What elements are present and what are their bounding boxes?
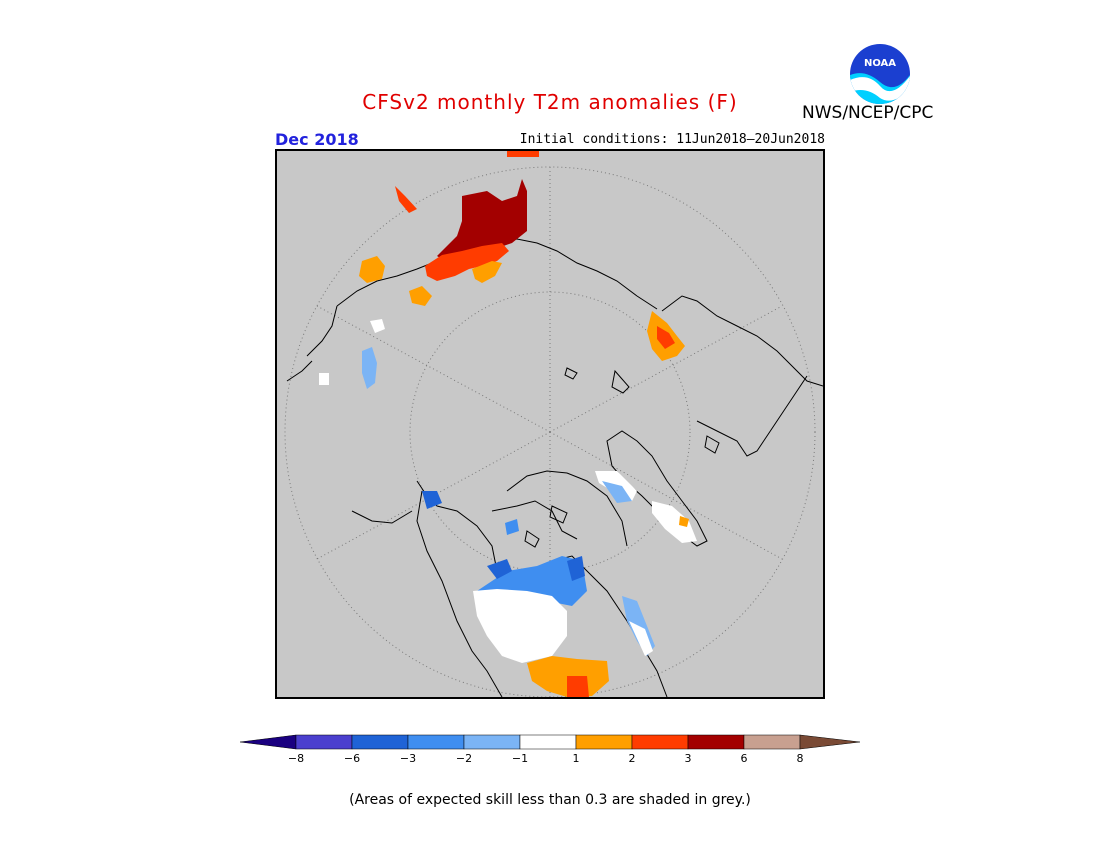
colorbar-bin-3	[407, 734, 465, 750]
colorbar-tick-label: 8	[796, 752, 804, 765]
colorbar-bin-4	[463, 734, 521, 750]
coastlines	[286, 238, 823, 697]
colorbar-tick-label: −6	[343, 752, 361, 765]
colorbar-bin-7	[631, 734, 689, 750]
colorbar-bin-6	[575, 734, 633, 750]
colorbar-tick-label: 2	[628, 752, 636, 765]
organization-label: NWS/NCEP/CPC	[802, 103, 934, 123]
colorbar-bin-2	[351, 734, 409, 750]
forecast-month: Dec 2018	[275, 130, 359, 149]
anomaly-canada	[422, 491, 587, 663]
map-title: CFSv2 monthly T2m anomalies (F)	[362, 90, 738, 114]
anomaly-greenland	[595, 471, 697, 656]
colorbar-tick-label: 1	[572, 752, 580, 765]
anomaly-siberia-warm	[359, 151, 539, 306]
colorbar-tick-label: −1	[511, 752, 529, 765]
colorbar	[239, 734, 861, 750]
footnote: (Areas of expected skill less than 0.3 a…	[349, 792, 751, 808]
colorbar-bin-1	[295, 734, 353, 750]
noaa-logo: NOAA	[850, 44, 910, 104]
logo-text: NOAA	[864, 58, 896, 69]
anomaly-usa-warm	[527, 656, 609, 697]
colorbar-tick-label: −2	[455, 752, 473, 765]
anomaly-alaska-cool	[319, 319, 385, 389]
colorbar-tick-label: 3	[684, 752, 692, 765]
polar-map-canvas	[284, 151, 823, 697]
colorbar-bin-10	[799, 734, 861, 750]
colorbar-bin-9	[743, 734, 801, 750]
colorbar-tick-label: −8	[287, 752, 305, 765]
colorbar-tick-label: −3	[399, 752, 417, 765]
anomaly-europe-warm	[647, 311, 685, 361]
polar-map	[275, 149, 825, 699]
colorbar-tick-label: 6	[740, 752, 748, 765]
colorbar-bin-0	[239, 734, 297, 750]
initial-conditions: Initial conditions: 11Jun2018–20Jun2018	[519, 132, 825, 147]
colorbar-bin-5	[519, 734, 577, 750]
colorbar-bin-8	[687, 734, 745, 750]
